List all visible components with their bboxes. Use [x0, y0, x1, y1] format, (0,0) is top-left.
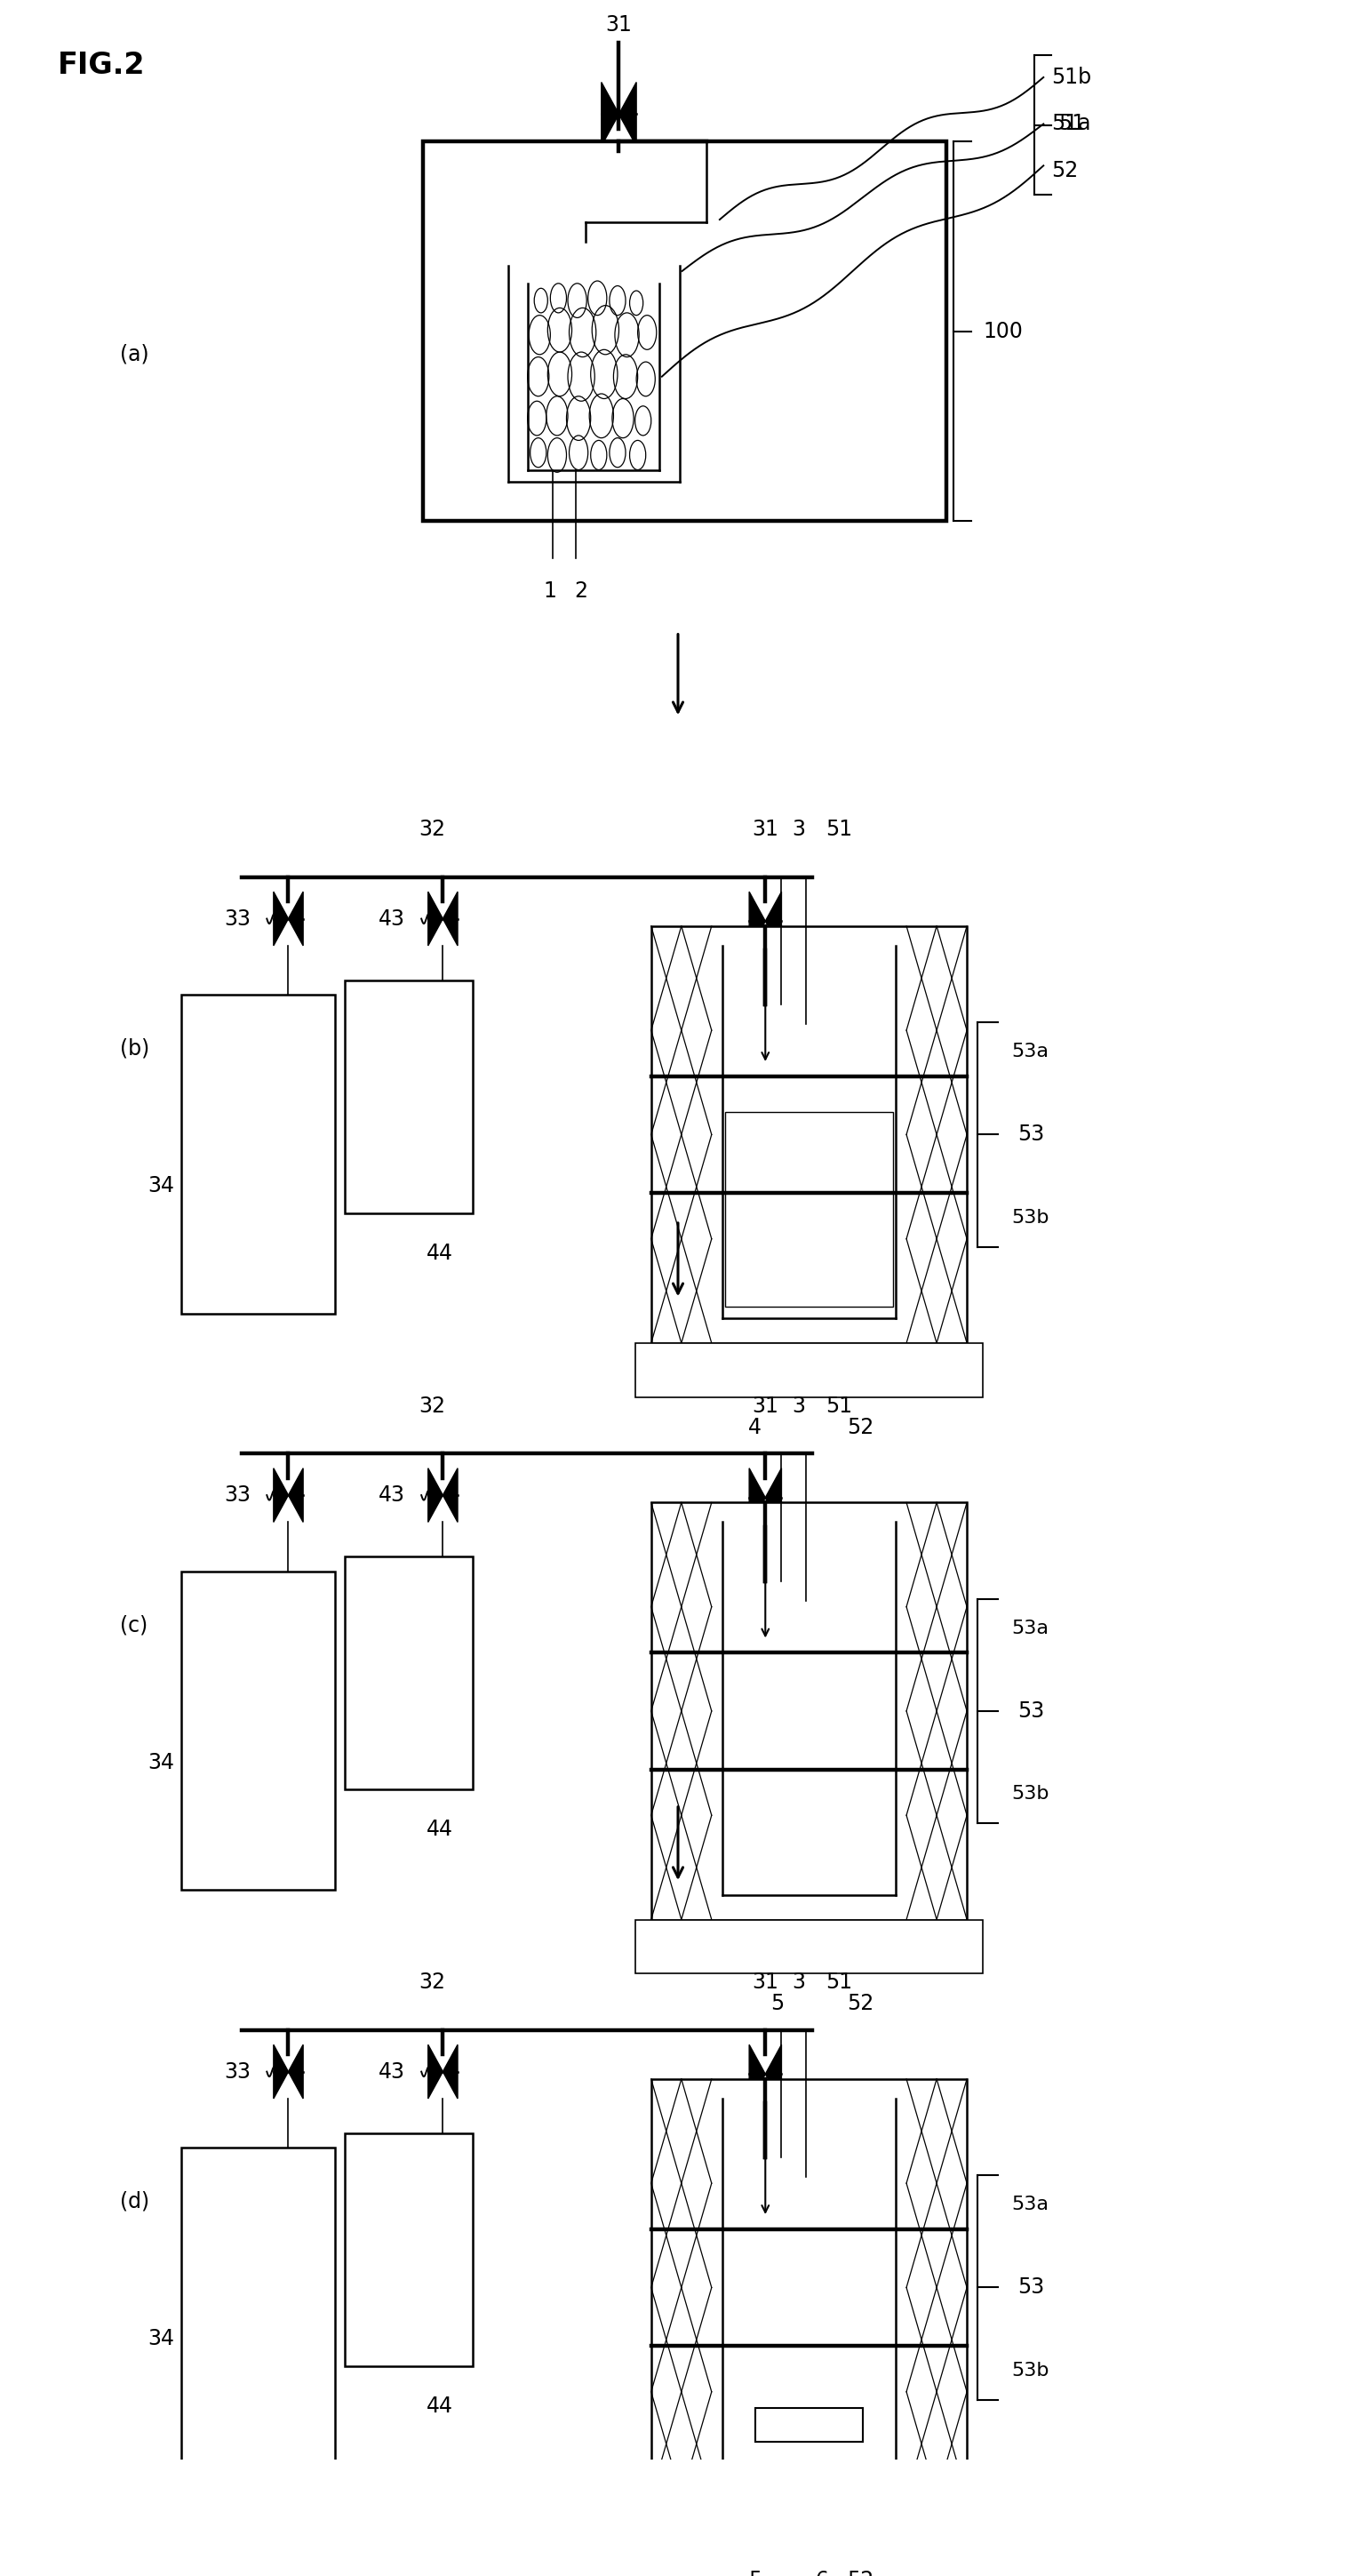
Bar [651, 2079, 967, 2496]
Text: 32: 32 [419, 1971, 445, 1994]
Text: 51: 51 [1058, 113, 1085, 134]
Text: 3: 3 [792, 819, 805, 840]
Polygon shape [443, 1468, 457, 1522]
Bar [423, 142, 946, 520]
Text: 52: 52 [848, 2571, 873, 2576]
Text: (a): (a) [121, 343, 149, 366]
Text: 52: 52 [848, 1994, 873, 2014]
Text: FIG.2: FIG.2 [57, 52, 145, 80]
Bar [651, 925, 967, 1342]
Text: 4: 4 [749, 1417, 762, 1437]
Text: 34: 34 [148, 1752, 174, 1772]
Text: 33: 33 [224, 2061, 251, 2081]
Text: 53: 53 [1018, 1700, 1045, 1721]
Text: 31: 31 [606, 15, 632, 36]
Polygon shape [428, 1468, 443, 1522]
Text: (c): (c) [121, 1615, 148, 1636]
Text: 53a: 53a [1012, 1620, 1048, 1636]
Polygon shape [289, 891, 304, 945]
Text: 5: 5 [749, 2571, 762, 2576]
Text: 52: 52 [1051, 160, 1078, 180]
Text: 43: 43 [378, 2061, 405, 2081]
Text: 43: 43 [378, 1484, 405, 1507]
Text: 53b: 53b [1012, 1785, 1050, 1803]
Text: 6: 6 [815, 2571, 829, 2576]
Text: (b): (b) [121, 1038, 151, 1059]
Text: 51: 51 [826, 819, 853, 840]
Polygon shape [289, 2045, 304, 2099]
Text: 53b: 53b [1012, 1208, 1050, 1226]
Text: 34: 34 [148, 2329, 174, 2349]
Text: 51a: 51a [1051, 113, 1092, 134]
Text: 32: 32 [419, 1396, 445, 1417]
Text: 33: 33 [224, 1484, 251, 1507]
Text: 3: 3 [792, 1971, 805, 1994]
Bar [180, 2148, 335, 2468]
Text: 52: 52 [848, 1417, 873, 1437]
Bar [635, 1919, 983, 1973]
Text: 33: 33 [224, 909, 251, 930]
Text: 53: 53 [1018, 2277, 1045, 2298]
Polygon shape [274, 1468, 289, 1522]
Text: 53a: 53a [1012, 1043, 1048, 1061]
Polygon shape [443, 2045, 457, 2099]
Bar [725, 1113, 894, 1306]
Text: 31: 31 [753, 1396, 778, 1417]
Polygon shape [274, 2045, 289, 2099]
Bar [635, 2496, 983, 2550]
Text: 44: 44 [427, 1242, 453, 1265]
Bar [651, 1502, 967, 1919]
Text: 31: 31 [753, 1971, 778, 1994]
Text: 3: 3 [792, 1396, 805, 1417]
Polygon shape [289, 1468, 304, 1522]
Bar [635, 1342, 983, 1396]
Bar [344, 2133, 472, 2365]
Text: 34: 34 [148, 1175, 174, 1198]
Polygon shape [750, 1468, 765, 1528]
Text: 100: 100 [983, 319, 1022, 343]
Bar [755, 2409, 862, 2442]
Text: 32: 32 [419, 819, 445, 840]
Text: 2: 2 [575, 580, 589, 603]
Bar [344, 1556, 472, 1790]
Text: 51: 51 [826, 1396, 853, 1417]
Text: 5: 5 [770, 1994, 784, 2014]
Polygon shape [750, 2045, 765, 2105]
Text: 53b: 53b [1012, 2362, 1050, 2380]
Text: 43: 43 [378, 909, 405, 930]
Text: 53: 53 [1018, 1123, 1045, 1146]
Polygon shape [428, 2045, 443, 2099]
Polygon shape [765, 2045, 781, 2105]
Polygon shape [750, 891, 765, 951]
Text: 51b: 51b [1051, 67, 1092, 88]
Polygon shape [765, 891, 781, 951]
Bar [180, 1571, 335, 1891]
Bar [344, 979, 472, 1213]
Polygon shape [428, 891, 443, 945]
Polygon shape [765, 1468, 781, 1528]
Polygon shape [602, 82, 618, 147]
Text: 1: 1 [544, 580, 557, 603]
Text: 44: 44 [427, 1819, 453, 1839]
Polygon shape [618, 82, 636, 147]
Polygon shape [274, 891, 289, 945]
Text: 53a: 53a [1012, 2195, 1048, 2213]
Polygon shape [443, 891, 457, 945]
Bar [180, 994, 335, 1314]
Text: (d): (d) [121, 2192, 149, 2213]
Text: 51: 51 [826, 1971, 853, 1994]
Text: 31: 31 [753, 819, 778, 840]
Text: 44: 44 [427, 2396, 453, 2416]
